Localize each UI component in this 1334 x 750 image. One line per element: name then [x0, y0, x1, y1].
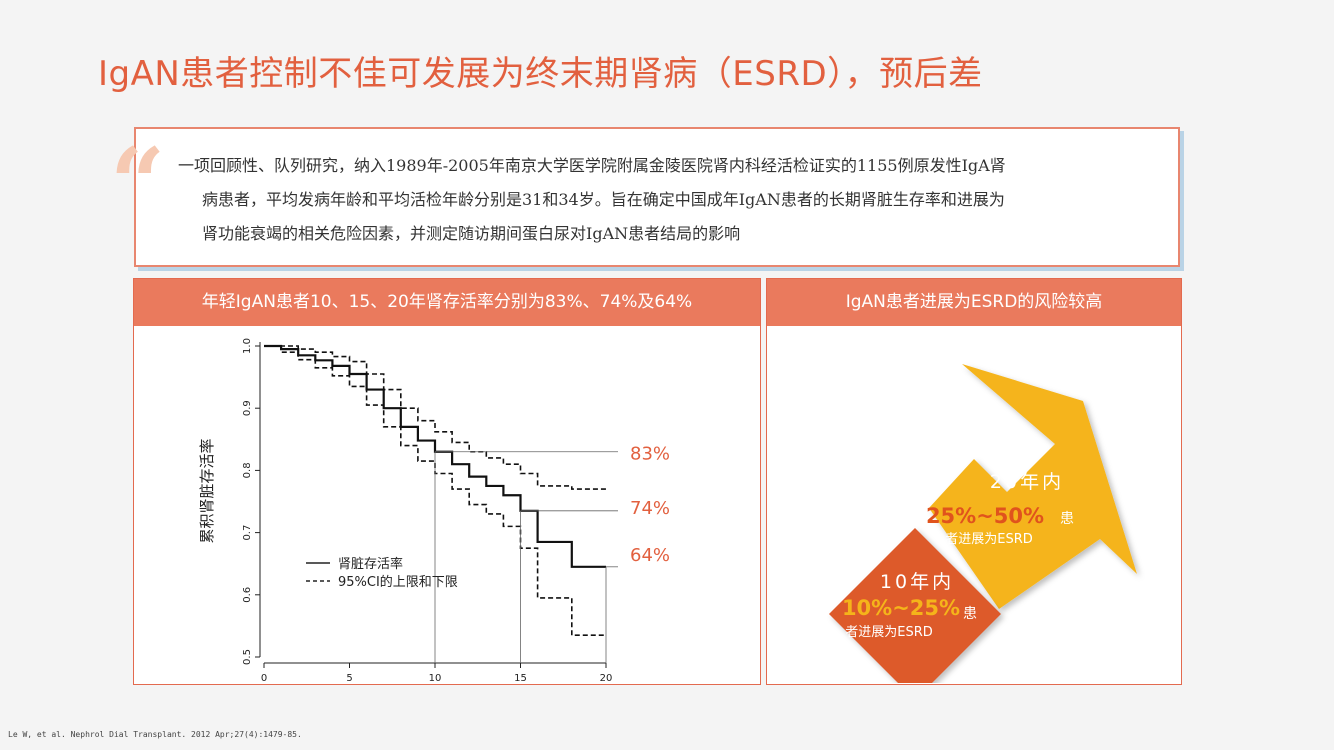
annotation-label: 64% [630, 545, 670, 566]
chart-y-tick-label: 0.5 [242, 649, 253, 665]
arrow-10-years-label: 10年内 [880, 571, 954, 593]
legend-item-survival: 肾脏存活率 [338, 556, 403, 572]
annotation-label: 74% [630, 498, 670, 519]
chart-y-tick-label: 0.9 [242, 400, 253, 416]
chart-y-tick-label: 0.7 [242, 525, 253, 541]
chart-y-tick-label: 0.6 [242, 587, 253, 603]
arrow-10-years-range: 10%~25% [842, 596, 960, 620]
esrd-risk-arrows: 20年内 25%~50% 患 者进展为ESRD 10年内 10%~25% 患 者… [829, 364, 1137, 683]
study-description-line-3: 肾功能衰竭的相关危险因素，并测定随访期间蛋白尿对IgAN患者结局的影响 [202, 224, 741, 243]
chart-x-tick-label: 0 [261, 673, 267, 683]
chart-y-tick-label: 0.8 [242, 462, 253, 478]
ci-lower-curve-line [264, 345, 606, 637]
arrow-20-years-desc: 者进展为ESRD [945, 532, 1033, 547]
quote-mark-icon: “ [110, 127, 166, 240]
arrow-20-years-suffix: 患 [1060, 511, 1074, 527]
citation-footnote: Le W, et al. Nephrol Dial Transplant. 20… [8, 730, 302, 739]
survival-chart-panel: 年轻IgAN患者10、15、20年肾存活率分别为83%、74%及64% 0 5 10… [133, 278, 761, 685]
arrow-10-years-shape [829, 528, 1001, 683]
study-description-line: 一项回顾性、队列研究，纳入1989年-2005年南京大学医学院附属金陵医院肾内科… [178, 149, 1162, 183]
chart-x-tick-label: 15 [514, 673, 527, 683]
arrow-20-years-label: 20年内 [990, 471, 1064, 493]
chart-plot-background [237, 334, 622, 669]
esrd-risk-header: IgAN患者进展为ESRD的风险较高 [767, 279, 1181, 326]
chart-y-axis-label: 累积肾脏存活率 [198, 438, 216, 543]
study-description: 一项回顾性、队列研究，纳入1989年-2005年南京大学医学院附属金陵医院肾内科… [178, 149, 1162, 251]
arrow-20-years-range: 25%~50% [926, 504, 1044, 528]
survival-chart: 0 5 10 15 20 0.5 0.6 0.7 0.8 0.9 1.0 83% 74% 64% 累积肾… [198, 334, 670, 683]
chart-legend: 肾脏存活率 95%CI的上限和下限 [306, 556, 458, 590]
page-title: IgAN患者控制不佳可发展为终末期肾病（ESRD），预后差 [98, 54, 983, 94]
survival-chart-header: 年轻IgAN患者10、15、20年肾存活率分别为83%、74%及64% [134, 279, 760, 326]
chart-x-tick-label: 10 [429, 673, 442, 683]
legend-item-ci: 95%CI的上限和下限 [338, 574, 458, 590]
study-description-line-2: 病患者，平均发病年龄和平均活检年龄分别是31和34岁。旨在确定中国成年IgAN患… [202, 190, 1005, 209]
esrd-risk-panel: IgAN患者进展为ESRD的风险较高 20年内 25%~50% 患 者进展为ES… [766, 278, 1182, 685]
chart-x-tick-label: 20 [600, 673, 613, 683]
ci-upper-curve-line [264, 345, 606, 490]
arrow-10-years-desc: 者进展为ESRD [845, 625, 933, 640]
arrow-20-years-shape [929, 364, 1137, 609]
chart-y-tick-label: 1.0 [242, 338, 253, 354]
study-description-line-1: 一项回顾性、队列研究，纳入1989年-2005年南京大学医学院附属金陵医院肾内科… [178, 156, 1006, 175]
chart-x-tick-label: 5 [346, 673, 352, 683]
study-description-box [134, 127, 1180, 267]
arrow-10-years-suffix: 患 [963, 606, 977, 622]
annotation-label: 83% [630, 444, 670, 465]
chart-annotations: 83% 74% 64% [434, 444, 670, 663]
chart-axes: 0 5 10 15 20 0.5 0.6 0.7 0.8 0.9 1.0 [242, 338, 612, 683]
